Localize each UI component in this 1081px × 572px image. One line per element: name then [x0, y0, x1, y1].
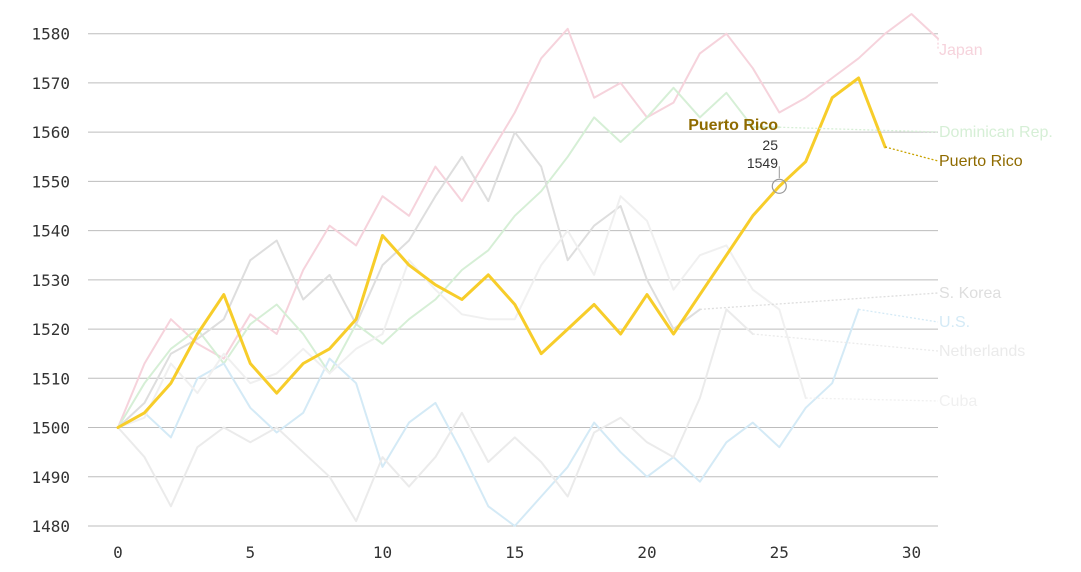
- series-line-dominican-rep: [117, 86, 781, 429]
- x-tick-label: 20: [637, 543, 656, 562]
- series-leader-cuba: [805, 397, 939, 402]
- annotation-x: 25: [762, 137, 778, 153]
- annotation-y: 1549: [747, 155, 778, 171]
- grid-lines: [88, 33, 938, 527]
- series-label-netherlands: Netherlands: [939, 343, 1025, 360]
- series-line-s-korea: [117, 131, 701, 429]
- series-leader-u-s: [858, 308, 939, 323]
- x-tick-label: 25: [770, 543, 789, 562]
- y-tick-label: 1580: [31, 25, 70, 44]
- x-tick-label: 0: [113, 543, 123, 562]
- annotation-title: Puerto Rico: [688, 117, 778, 134]
- x-tick-label: 5: [245, 543, 255, 562]
- series-label-s-korea: S. Korea: [939, 285, 1001, 302]
- y-tick-label: 1530: [31, 271, 70, 290]
- x-tick-label: 10: [373, 543, 392, 562]
- series-leader-puerto-rico: [884, 146, 939, 162]
- y-tick-label: 1490: [31, 468, 70, 487]
- series-label-japan: Japan: [939, 42, 983, 59]
- series-layer: [116, 13, 939, 527]
- x-tick-label: 30: [902, 543, 921, 562]
- y-tick-label: 1560: [31, 123, 70, 142]
- series-label-dominican-rep: Dominican Rep.: [939, 124, 1053, 141]
- series-leader-netherlands: [752, 333, 939, 352]
- series-label-puerto-rico: Puerto Rico: [939, 153, 1023, 170]
- series-labels: Japan Dominican Rep. S. Korea U.S. Netherlan…: [699, 38, 1053, 410]
- y-tick-label: 1500: [31, 419, 70, 438]
- y-tick-label: 1570: [31, 74, 70, 93]
- y-tick-label: 1520: [31, 320, 70, 339]
- hover-annotation: Puerto Rico 25 1549: [688, 117, 787, 194]
- x-axis-ticks: 0 5 10 15 20 25 30: [113, 543, 921, 562]
- annotation-marker: [771, 178, 787, 194]
- y-axis-ticks: 1480 1490 1500 1510 1520 1530 1540 1550 1560 1570…: [31, 25, 70, 536]
- y-tick-label: 1480: [31, 517, 70, 536]
- series-leader-dominican-rep: [779, 126, 939, 133]
- y-tick-label: 1540: [31, 222, 70, 241]
- series-line-japan: [117, 13, 939, 429]
- y-tick-label: 1550: [31, 172, 70, 191]
- x-tick-label: 15: [505, 543, 524, 562]
- series-line-cuba: [117, 195, 807, 429]
- series-label-u-s: U.S.: [939, 314, 970, 331]
- series-line-puerto-rico: [116, 76, 887, 429]
- series-label-cuba: Cuba: [939, 393, 977, 410]
- series-line-u-s: [117, 308, 860, 527]
- series-leader-s-korea: [699, 292, 939, 311]
- series-line-netherlands: [117, 308, 754, 523]
- y-tick-label: 1510: [31, 369, 70, 388]
